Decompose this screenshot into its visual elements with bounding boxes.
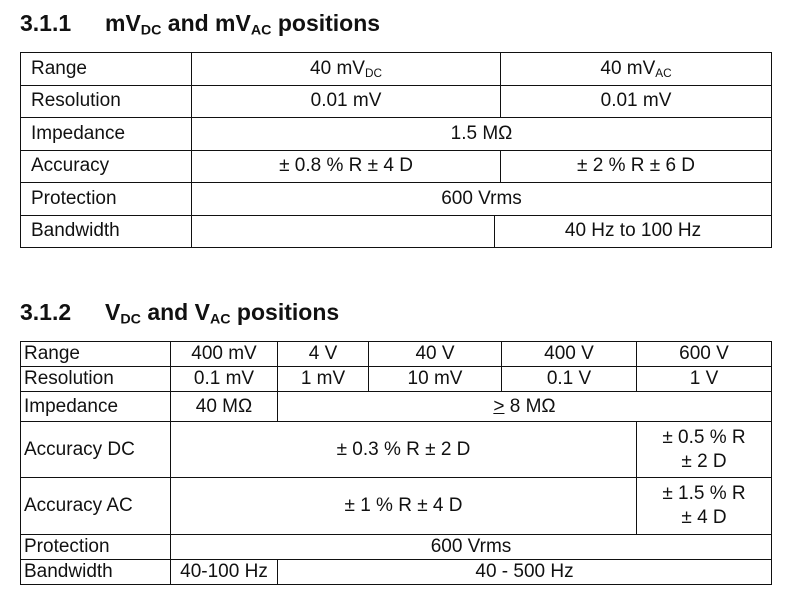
row-label: Range <box>20 52 192 86</box>
cell: 0.1 mV <box>170 366 278 392</box>
cell: 40 V <box>368 341 502 367</box>
cell: 40 - 500 Hz <box>277 559 772 585</box>
table-row: Impedance 40 MΩ > 8 MΩ <box>20 391 772 422</box>
table-row: Accuracy ± 0.8 % R ± 4 D ± 2 % R ± 6 D <box>20 149 773 183</box>
cell: 600 Vrms <box>170 534 772 560</box>
cell: ± 2 % R ± 6 D <box>500 149 773 183</box>
table-row: Bandwidth 40-100 Hz 40 - 500 Hz <box>20 559 772 585</box>
cell: 1 mV <box>277 366 369 392</box>
table-row: Impedance 1.5 MΩ <box>20 117 773 151</box>
cell: 10 mV <box>368 366 502 392</box>
cell: > 8 MΩ <box>277 391 772 422</box>
v-spec-table: Range 400 mV 4 V 40 V 400 V 600 V Resolu… <box>20 341 772 585</box>
cell: 400 mV <box>170 341 278 367</box>
row-label: Accuracy AC <box>20 477 171 535</box>
cell: 0.01 mV <box>500 84 773 118</box>
row-label: Range <box>20 341 171 367</box>
cell <box>191 214 495 248</box>
table-row: Accuracy DC ± 0.3 % R ± 2 D ± 0.5 % R ± 2… <box>20 421 772 478</box>
mv-spec-table: Range 40 mVDC 40 mVAC Resolution 0.01 mV… <box>20 52 773 248</box>
section-number: 3.1.1 <box>20 10 72 36</box>
cell: ± 0.8 % R ± 4 D <box>190 149 502 183</box>
cell: 400 V <box>501 341 637 367</box>
row-label: Protection <box>20 182 192 216</box>
row-label: Bandwidth <box>20 559 171 585</box>
cell: 40 mVAC <box>500 52 773 86</box>
cell: ± 0.3 % R ± 2 D <box>170 421 637 478</box>
row-label: Resolution <box>20 366 171 392</box>
cell: 40 MΩ <box>170 391 278 422</box>
row-label: Impedance <box>20 391 171 422</box>
table-row: Range 400 mV 4 V 40 V 400 V 600 V <box>20 341 772 367</box>
cell: ± 1.5 % R ± 4 D <box>636 477 772 535</box>
row-label: Accuracy <box>20 149 192 183</box>
row-label: Protection <box>20 534 171 560</box>
section-title: VDC and VAC positions <box>105 299 340 328</box>
cell: 40 mVDC <box>190 52 502 86</box>
section-number: 3.1.2 <box>20 299 72 325</box>
cell: 0.01 mV <box>190 84 502 118</box>
table-row: Resolution 0.1 mV 1 mV 10 mV 0.1 V 1 V <box>20 366 772 392</box>
table-row: Range 40 mVDC 40 mVAC <box>20 52 773 86</box>
row-label: Accuracy DC <box>20 421 171 478</box>
cell: ± 1 % R ± 4 D <box>170 477 637 535</box>
cell: 0.1 V <box>501 366 637 392</box>
cell: 600 V <box>636 341 772 367</box>
cell: 1.5 MΩ <box>190 117 773 151</box>
cell: 40 Hz to 100 Hz <box>493 214 773 248</box>
cell: ± 0.5 % R ± 2 D <box>636 421 772 478</box>
table-row: Bandwidth 40 Hz to 100 Hz <box>20 214 773 248</box>
row-label: Resolution <box>20 84 192 118</box>
table-row: Accuracy AC ± 1 % R ± 4 D ± 1.5 % R ± 4 D <box>20 477 772 535</box>
cell: 600 Vrms <box>190 182 773 216</box>
cell: 4 V <box>277 341 369 367</box>
section-title: mVDC and mVAC positions <box>105 10 381 39</box>
table-row: Protection 600 Vrms <box>20 182 773 216</box>
cell: 40-100 Hz <box>170 559 278 585</box>
table-row: Protection 600 Vrms <box>20 534 772 560</box>
cell: 1 V <box>636 366 772 392</box>
row-label: Impedance <box>20 117 192 151</box>
table-row: Resolution 0.01 mV 0.01 mV <box>20 84 773 118</box>
row-label: Bandwidth <box>20 214 192 248</box>
